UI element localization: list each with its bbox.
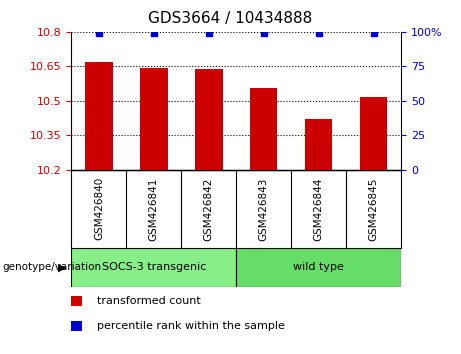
- Point: [260, 30, 267, 36]
- Bar: [360, 97, 387, 170]
- Bar: [305, 119, 332, 170]
- Bar: [85, 62, 112, 170]
- Text: GSM426842: GSM426842: [204, 177, 214, 241]
- Text: GSM426843: GSM426843: [259, 177, 269, 241]
- Text: GSM426841: GSM426841: [149, 177, 159, 241]
- Point: [150, 30, 158, 36]
- Text: GDS3664 / 10434888: GDS3664 / 10434888: [148, 11, 313, 25]
- Bar: [140, 68, 168, 170]
- Text: transformed count: transformed count: [97, 296, 201, 306]
- Bar: [195, 69, 223, 170]
- Bar: [250, 87, 278, 170]
- Text: GSM426844: GSM426844: [313, 177, 324, 241]
- Text: GSM426845: GSM426845: [369, 177, 378, 241]
- Bar: [236, 248, 401, 287]
- Point: [205, 30, 213, 36]
- Point: [370, 30, 377, 36]
- Point: [315, 30, 322, 36]
- Text: GSM426840: GSM426840: [94, 177, 104, 240]
- Text: SOCS-3 transgenic: SOCS-3 transgenic: [102, 262, 206, 272]
- Text: wild type: wild type: [293, 262, 344, 272]
- Text: ▶: ▶: [59, 262, 67, 272]
- Text: percentile rank within the sample: percentile rank within the sample: [97, 321, 285, 331]
- Text: genotype/variation: genotype/variation: [2, 262, 101, 272]
- Point: [95, 30, 103, 36]
- Bar: [71, 248, 236, 287]
